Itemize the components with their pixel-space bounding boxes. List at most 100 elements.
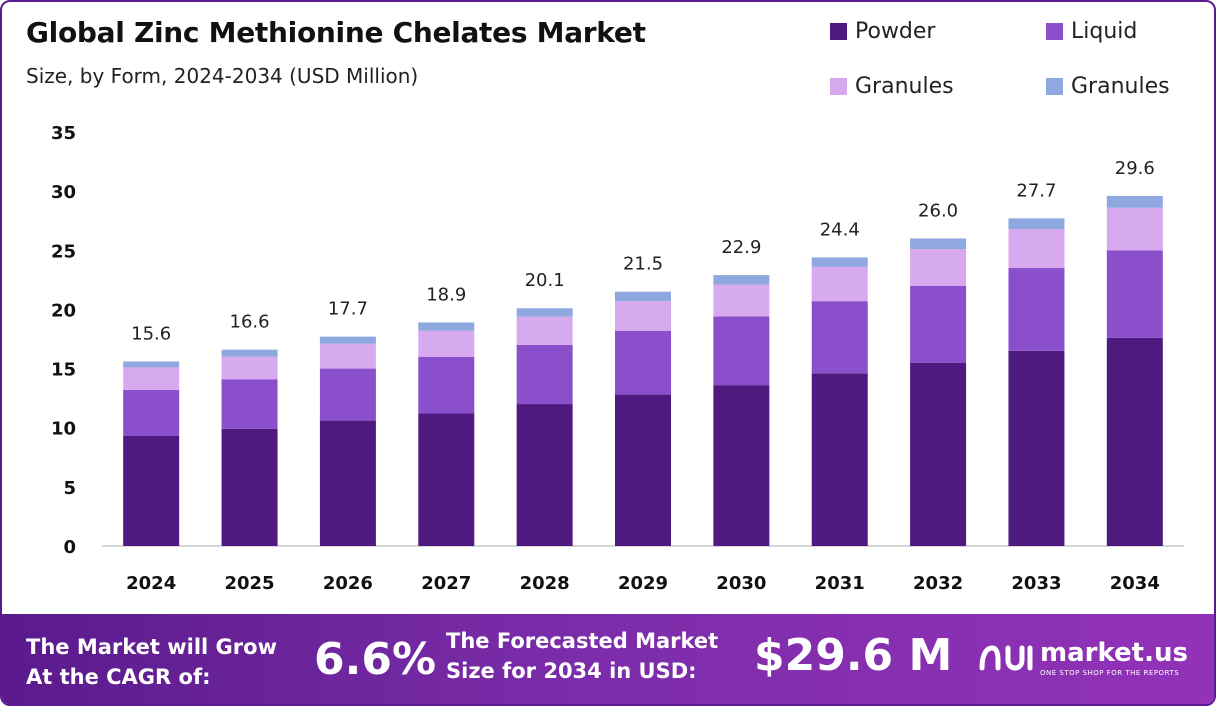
legend-swatch-powder (830, 22, 847, 40)
bar-segment-2 (615, 330, 671, 395)
legend-swatch-granules (830, 77, 847, 95)
chart-legend: Powder Liquid Granules Granules (830, 16, 1210, 106)
cagr-label: The Market will Grow At the CAGR of: (26, 632, 277, 692)
legend-label-granules-2: Granules (1071, 73, 1170, 99)
y-tick-label: 25 (51, 241, 76, 262)
legend-swatch-liquid (1046, 22, 1063, 40)
forecast-label-line1: The Forecasted Market (446, 629, 719, 653)
bar-segment-4 (221, 349, 278, 357)
x-tick-label: 2031 (815, 573, 865, 594)
legend-item-powder: Powder (830, 16, 935, 46)
bar-segment-3 (811, 266, 868, 302)
stacked-bar-chart: 0510152025303515.6202416.6202517.7202618… (51, 123, 1184, 594)
bar-segment-4 (615, 291, 671, 302)
legend-swatch-granules-2 (1046, 77, 1063, 95)
legend-label-liquid: Liquid (1071, 18, 1138, 44)
cagr-label-line2: At the CAGR of: (26, 665, 211, 689)
x-tick-label: 2033 (1011, 573, 1061, 594)
brand-logo: market.us ONE STOP SHOP FOR THE REPORTS (978, 638, 1188, 678)
bar-total-label: 24.4 (820, 219, 860, 240)
bar-total-label: 26.0 (918, 200, 958, 221)
x-tick-label: 2025 (224, 573, 274, 594)
forecast-value: $29.6 M (754, 630, 953, 681)
brand-tagline: ONE STOP SHOP FOR THE REPORTS (1040, 668, 1180, 677)
legend-label-granules: Granules (855, 73, 954, 99)
bar-total-label: 27.7 (1016, 180, 1056, 201)
x-tick-label: 2027 (421, 573, 471, 594)
bar-segment-2 (910, 285, 967, 363)
bar-segment-3 (221, 356, 278, 380)
x-tick-label: 2030 (716, 573, 766, 594)
bar-segment-4 (123, 361, 180, 368)
x-tick-label: 2029 (618, 573, 668, 594)
bar-segment-1 (123, 435, 180, 546)
bar-segment-2 (418, 356, 475, 414)
forecast-label: The Forecasted Market Size for 2034 in U… (446, 626, 718, 686)
cagr-label-line1: The Market will Grow (26, 635, 277, 659)
y-tick-label: 20 (51, 300, 76, 321)
forecast-label-line2: Size for 2034 in USD: (446, 659, 697, 683)
legend-item-liquid: Liquid (1046, 16, 1137, 46)
x-tick-label: 2026 (323, 573, 373, 594)
bar-segment-3 (123, 367, 180, 390)
bar-segment-3 (910, 249, 967, 286)
bar-segment-2 (713, 316, 770, 386)
y-tick-label: 0 (63, 537, 76, 558)
bar-segment-4 (319, 336, 376, 344)
bar-segment-2 (123, 389, 180, 436)
bar-segment-2 (1106, 250, 1163, 338)
bar-segment-3 (418, 330, 475, 357)
bar-total-label: 22.9 (721, 237, 761, 258)
bar-segment-4 (811, 257, 868, 267)
bar-segment-3 (516, 316, 573, 345)
bar-segment-3 (319, 343, 376, 369)
bar-segment-4 (1106, 195, 1163, 208)
bar-segment-2 (516, 344, 573, 405)
bar-segment-1 (1106, 337, 1163, 546)
bar-total-label: 29.6 (1115, 158, 1155, 179)
chart-title: Global Zinc Methionine Chelates Market (26, 16, 646, 49)
bar-segment-1 (615, 394, 671, 546)
cagr-value: 6.6% (314, 634, 437, 685)
bar-segment-2 (1008, 268, 1065, 351)
bar-segment-1 (1008, 350, 1065, 546)
bar-segment-1 (221, 428, 278, 546)
x-tick-label: 2028 (520, 573, 570, 594)
bar-segment-3 (1106, 207, 1163, 251)
x-tick-label: 2032 (913, 573, 963, 594)
bar-segment-2 (221, 379, 278, 429)
bar-segment-1 (811, 373, 868, 546)
legend-label-powder: Powder (855, 18, 936, 44)
legend-item-granules-2: Granules (1046, 71, 1170, 101)
bar-segment-4 (1008, 218, 1065, 229)
bar-segment-3 (1008, 228, 1065, 269)
footer-banner: The Market will Grow At the CAGR of: 6.6… (2, 614, 1214, 704)
y-tick-label: 5 (63, 478, 76, 499)
bar-segment-1 (319, 420, 376, 546)
x-tick-label: 2034 (1110, 573, 1160, 594)
bar-segment-1 (910, 362, 967, 546)
bar-segment-1 (418, 413, 475, 546)
x-tick-label: 2024 (126, 573, 176, 594)
bar-segment-1 (713, 385, 770, 546)
bar-segment-3 (713, 284, 770, 317)
bar-segment-4 (910, 238, 967, 250)
bar-total-label: 15.6 (131, 323, 171, 344)
bar-segment-3 (615, 301, 671, 331)
bar-total-label: 18.9 (426, 284, 466, 305)
chart-subtitle: Size, by Form, 2024-2034 (USD Million) (26, 64, 419, 88)
y-tick-label: 30 (51, 182, 76, 203)
y-tick-label: 15 (51, 360, 76, 381)
brand-name: market.us (1040, 637, 1188, 668)
bar-segment-2 (319, 368, 376, 421)
y-tick-label: 35 (51, 123, 76, 144)
y-tick-label: 10 (51, 419, 76, 440)
bar-segment-1 (516, 404, 573, 546)
bar-total-label: 17.7 (328, 299, 368, 320)
bar-segment-4 (516, 308, 573, 317)
bar-total-label: 16.6 (230, 312, 270, 333)
market-us-logo-icon (979, 645, 1033, 671)
bar-total-label: 20.1 (525, 270, 565, 291)
bar-segment-2 (811, 301, 868, 374)
